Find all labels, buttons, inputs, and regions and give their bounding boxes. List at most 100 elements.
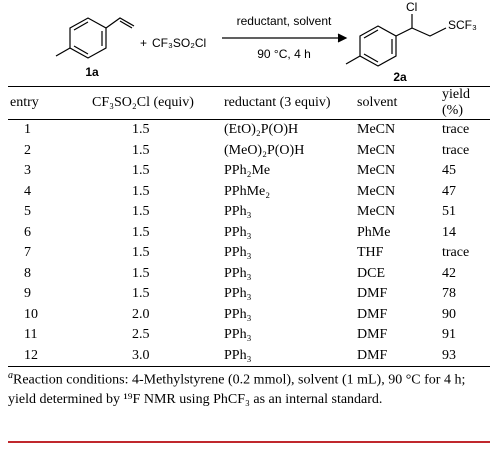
table-cell: 1.5 <box>132 245 150 261</box>
table-cell: PPh₃ <box>224 286 252 302</box>
reactant-vinyl <box>105 17 135 29</box>
table-row: 11 2.5 PPh₃ DMF 91 <box>8 325 490 346</box>
table-body: 1 1.5 (EtO)₂P(O)H MeCN trace 2 1.5 (MeO)₂P(O)H M… <box>8 120 490 367</box>
table-cell: DCE <box>357 265 385 281</box>
product-methyl <box>345 55 361 65</box>
table-cell: 1.5 <box>132 224 150 240</box>
table-cell: PPh₃ <box>224 245 252 261</box>
table-row: 2 1.5 (MeO)₂P(O)H MeCN trace <box>8 141 490 162</box>
table-cell: 1 <box>24 122 31 138</box>
table-cell: 1.5 <box>132 286 150 302</box>
product-atom: SCF₃ <box>448 18 477 32</box>
table-cell: PPh₃ <box>224 347 252 363</box>
table-cell: DMF <box>357 286 388 302</box>
table-cell: MeCN <box>357 204 396 220</box>
column-header: CF₃SO₂Cl (equiv) <box>92 95 194 110</box>
column-header: reductant (3 equiv) <box>224 95 331 110</box>
reactant-label: 1a <box>85 65 99 79</box>
table-cell: 78 <box>442 286 456 302</box>
table-cell: 12 <box>24 347 38 363</box>
table-cell: 93 <box>442 347 456 363</box>
table-cell: 1.5 <box>132 183 150 199</box>
table-cell: trace <box>442 245 470 261</box>
product-label: 2a <box>393 70 407 84</box>
table-cell: 1.5 <box>132 122 150 138</box>
table-cell: 7 <box>24 245 31 261</box>
table-cell: PPh₃ <box>224 306 252 322</box>
table-cell: 1.5 <box>132 265 150 281</box>
table-row: 12 3.0 PPh₃ DMF 93 <box>8 346 490 367</box>
conditions-above: reductant, solvent <box>237 14 332 28</box>
table-cell: (MeO)₂P(O)H <box>224 142 305 158</box>
table-cell: 3 <box>24 163 31 179</box>
plus: + <box>140 36 147 50</box>
reagent: CF₃SO₂Cl <box>152 36 206 50</box>
header-row: entry CF₃SO₂Cl (equiv) reductant (3 equiv)… <box>8 86 490 120</box>
table-cell: 3.0 <box>132 347 150 363</box>
table-cell: 2.5 <box>132 327 150 343</box>
table-cell: 45 <box>442 163 456 179</box>
table-cell: PPh₃ <box>224 327 252 343</box>
table-cell: PPh₂Me <box>224 163 271 179</box>
product-ring <box>359 25 397 67</box>
product-atom: Cl <box>406 0 417 14</box>
column-header: solvent <box>357 95 398 110</box>
table-row: 3 1.5 PPh₂Me MeCN 45 <box>8 161 490 182</box>
table-cell: MeCN <box>357 163 396 179</box>
product-chain <box>395 14 447 37</box>
table-cell: PhMe <box>357 224 391 240</box>
table-row: 4 1.5 PPhMe₂ MeCN 47 <box>8 182 490 203</box>
reaction-scheme: + CF₃SO₂Cl reductant, solvent 90 °C, 4 h… <box>55 0 477 84</box>
reactant-ring <box>69 17 107 59</box>
table-cell: 6 <box>24 224 31 240</box>
arrow-head <box>337 33 348 43</box>
table-cell: trace <box>442 142 470 158</box>
table-cell: 14 <box>442 224 456 240</box>
table-row: 8 1.5 PPh₃ DCE 42 <box>8 264 490 285</box>
footnote-text: Reaction conditions: 4-Methylstyrene (0.… <box>8 372 466 407</box>
table-cell: MeCN <box>357 122 396 138</box>
table-cell: 51 <box>442 204 456 220</box>
column-header: entry <box>10 95 39 110</box>
table-cell: 4 <box>24 183 31 199</box>
table-cell: PPh₃ <box>224 224 252 240</box>
results-table: entry CF₃SO₂Cl (equiv) reductant (3 equiv)… <box>8 86 490 367</box>
table-cell: 1.5 <box>132 142 150 158</box>
table-cell: PPh₃ <box>224 204 252 220</box>
table-cell: 90 <box>442 306 456 322</box>
table-cell: 8 <box>24 265 31 281</box>
table-row: 1 1.5 (EtO)₂P(O)H MeCN trace <box>8 120 490 141</box>
table-cell: 1.5 <box>132 204 150 220</box>
table-cell: 9 <box>24 286 31 302</box>
column-header: yield (%) <box>442 87 470 118</box>
conditions-below: 90 °C, 4 h <box>257 47 311 61</box>
table-cell: DMF <box>357 347 388 363</box>
footnote-marker: a <box>8 370 13 381</box>
table-row: 10 2.0 PPh₃ DMF 90 <box>8 305 490 326</box>
footnote: aReaction conditions: 4-Methylstyrene (0… <box>8 366 490 409</box>
table-cell: 11 <box>24 327 38 343</box>
table-cell: MeCN <box>357 142 396 158</box>
table-row: 9 1.5 PPh₃ DMF 78 <box>8 284 490 305</box>
table-cell: PPh₃ <box>224 265 252 281</box>
table-cell: DMF <box>357 306 388 322</box>
table-cell: 1.5 <box>132 163 150 179</box>
table-cell: (EtO)₂P(O)H <box>224 122 299 138</box>
table-cell: 42 <box>442 265 456 281</box>
table-cell: 2.0 <box>132 306 150 322</box>
table-row: 5 1.5 PPh₃ MeCN 51 <box>8 202 490 223</box>
table-row: 6 1.5 PPh₃ PhMe 14 <box>8 223 490 244</box>
rule <box>8 441 490 443</box>
table-cell: 47 <box>442 183 456 199</box>
table-cell: 2 <box>24 142 31 158</box>
table-head: entry CF₃SO₂Cl (equiv) reductant (3 equiv)… <box>8 86 490 120</box>
table-cell: MeCN <box>357 183 396 199</box>
table-cell: PPhMe₂ <box>224 183 271 199</box>
table-cell: DMF <box>357 327 388 343</box>
reactant-methyl <box>55 47 71 57</box>
table-cell: 10 <box>24 306 38 322</box>
table-cell: THF <box>357 245 384 261</box>
table-row: 7 1.5 PPh₃ THF trace <box>8 243 490 264</box>
